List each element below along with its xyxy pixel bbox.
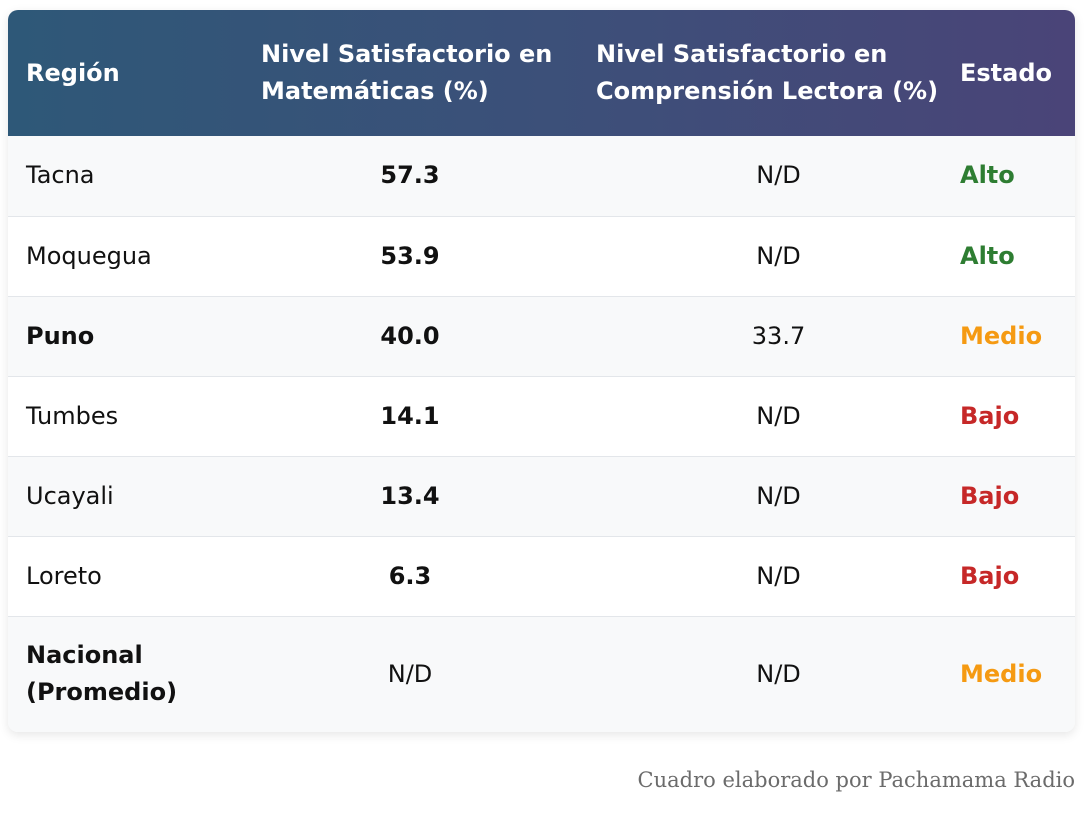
cell-reading: N/D — [756, 161, 801, 190]
cell-status: Bajo — [960, 481, 1020, 510]
cell-math: 13.4 — [380, 481, 440, 510]
results-table-card: Región Nivel Satisfactorio en Matemática… — [8, 10, 1075, 732]
cell-status: Medio — [960, 659, 1043, 688]
header-row: Región Nivel Satisfactorio en Matemática… — [8, 10, 1075, 136]
table-row: Tumbes 14.1 N/D Bajo — [8, 376, 1075, 456]
cell-region: Tumbes — [26, 401, 119, 430]
header-reading: Nivel Satisfactorio en Comprensión Lecto… — [596, 40, 939, 105]
cell-status: Bajo — [960, 561, 1020, 590]
cell-reading: N/D — [756, 401, 801, 430]
cell-reading: N/D — [756, 481, 801, 510]
table-caption: Cuadro elaborado por Pachamama Radio — [637, 768, 1075, 792]
cell-math: 6.3 — [388, 561, 432, 590]
cell-region: Puno — [26, 321, 95, 350]
results-table: Región Nivel Satisfactorio en Matemática… — [8, 10, 1075, 732]
table-row: Moquegua 53.9 N/D Alto — [8, 216, 1075, 296]
cell-region: Tacna — [26, 161, 95, 190]
cell-math: 40.0 — [380, 321, 440, 350]
cell-status: Bajo — [960, 401, 1020, 430]
cell-region: Ucayali — [26, 481, 114, 510]
table-row: Puno 40.0 33.7 Medio — [8, 296, 1075, 376]
table-header: Región Nivel Satisfactorio en Matemática… — [8, 10, 1075, 136]
cell-reading: N/D — [756, 561, 801, 590]
cell-reading: N/D — [756, 241, 801, 270]
table-row-national: Nacional (Promedio) N/D N/D Medio — [8, 616, 1075, 732]
cell-region: Moquegua — [26, 241, 152, 270]
cell-status: Medio — [960, 321, 1043, 350]
cell-status: Alto — [960, 241, 1015, 270]
table-row: Tacna 57.3 N/D Alto — [8, 136, 1075, 216]
cell-math: 53.9 — [380, 241, 440, 270]
header-region: Región — [26, 58, 120, 87]
cell-region: Nacional (Promedio) — [26, 641, 178, 707]
header-status: Estado — [960, 58, 1053, 87]
cell-math: N/D — [387, 659, 433, 688]
cell-reading: 33.7 — [751, 321, 806, 350]
cell-region: Loreto — [26, 561, 102, 590]
table-row: Loreto 6.3 N/D Bajo — [8, 536, 1075, 616]
table-body: Tacna 57.3 N/D Alto Moquegua 53.9 N/D Al… — [8, 136, 1075, 732]
cell-reading: N/D — [756, 659, 801, 688]
header-math: Nivel Satisfactorio en Matemáticas (%) — [261, 40, 553, 105]
table-row: Ucayali 13.4 N/D Bajo — [8, 456, 1075, 536]
cell-status: Alto — [960, 161, 1015, 190]
cell-math: 14.1 — [380, 401, 440, 430]
cell-math: 57.3 — [380, 161, 440, 190]
